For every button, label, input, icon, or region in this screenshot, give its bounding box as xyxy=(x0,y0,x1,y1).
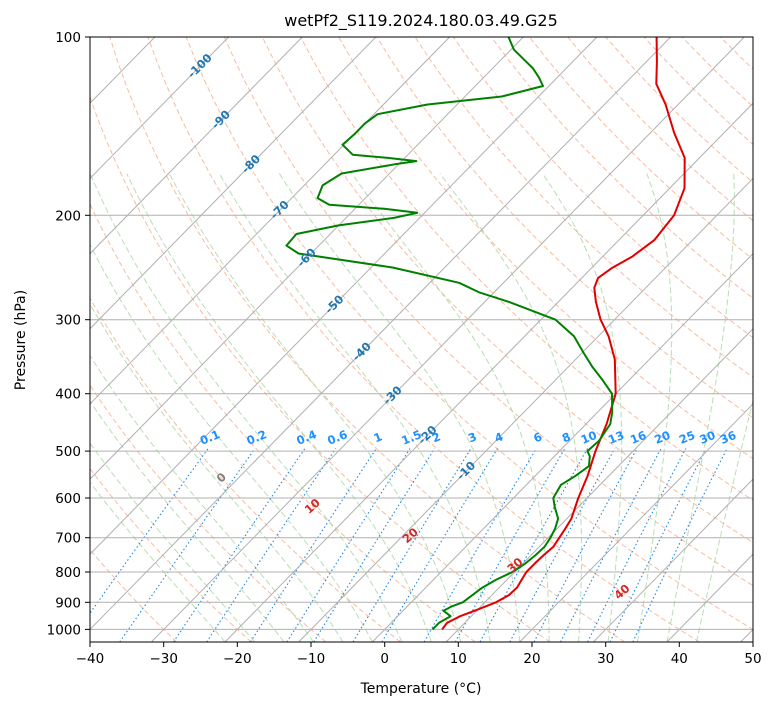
y-tick-label: 300 xyxy=(55,313,81,329)
x-tick-label: 30 xyxy=(597,651,614,667)
y-tick-label: 200 xyxy=(55,208,81,224)
y-tick-label: 1000 xyxy=(47,622,81,638)
y-tick-label: 700 xyxy=(55,531,81,547)
y-axis-label: Pressure (hPa) xyxy=(13,290,29,390)
chart-title: wetPf2_S119.2024.180.03.49.G25 xyxy=(284,11,558,31)
x-tick-label: 0 xyxy=(380,651,389,667)
y-tick-label: 600 xyxy=(55,491,81,507)
y-tick-label: 800 xyxy=(55,565,81,581)
y-tick-label: 100 xyxy=(55,30,81,46)
x-tick-label: −40 xyxy=(76,651,105,667)
y-tick-label: 400 xyxy=(55,387,81,403)
x-tick-label: −10 xyxy=(297,651,326,667)
y-tick-label: 900 xyxy=(55,595,81,611)
x-tick-label: 50 xyxy=(744,651,761,667)
y-tick-label: 500 xyxy=(55,444,81,460)
x-tick-label: −20 xyxy=(223,651,252,667)
x-axis-label: Temperature (°C) xyxy=(360,681,482,697)
x-tick-label: −30 xyxy=(149,651,178,667)
x-tick-label: 10 xyxy=(450,651,467,667)
x-tick-label: 20 xyxy=(523,651,540,667)
x-tick-label: 40 xyxy=(671,651,688,667)
